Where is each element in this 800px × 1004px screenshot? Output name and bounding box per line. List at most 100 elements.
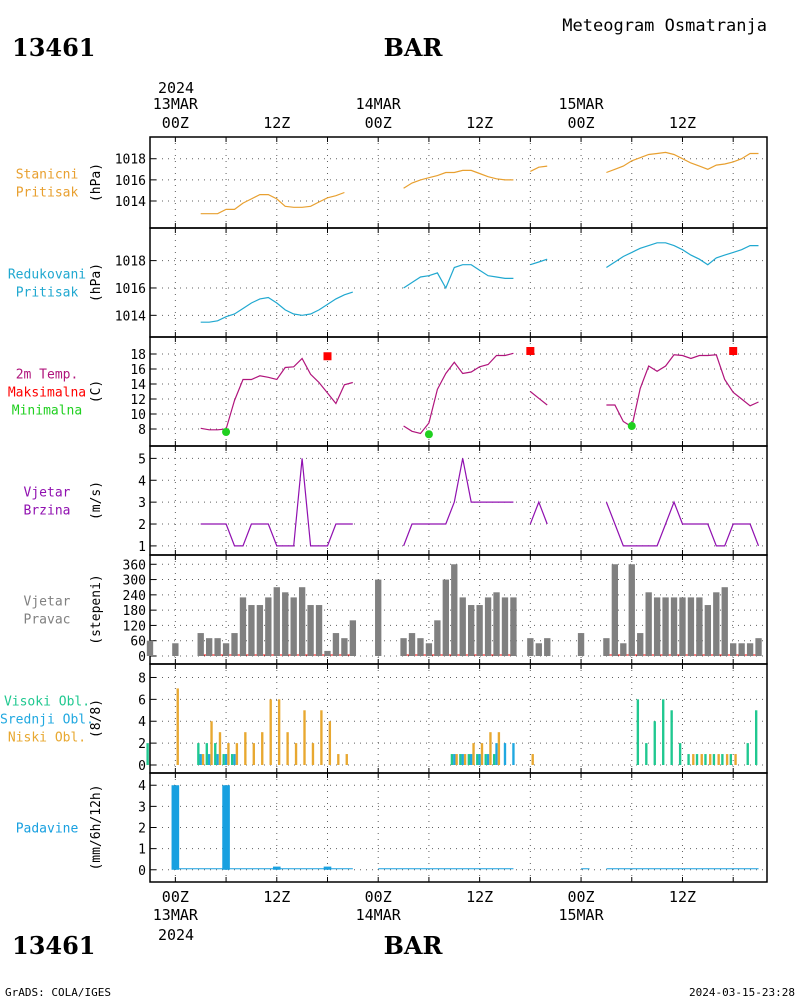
data-bar [653, 721, 656, 765]
y-axis-label: (stepeni) [89, 574, 104, 644]
top-tick-label-4: 00Z [568, 114, 595, 132]
data-bar [256, 605, 264, 656]
series-line [606, 242, 759, 269]
data-bar [503, 743, 507, 765]
y-tick-label: 0 [138, 759, 146, 774]
data-bar [486, 754, 490, 765]
panel-6: 0 1 2 3 4 (mm/6h/12h) Padavine [16, 772, 768, 883]
data-bar [328, 721, 332, 765]
panel-label-line: Srednji Obl. [0, 713, 94, 728]
data-bar [721, 754, 724, 765]
data-bar [692, 754, 695, 765]
station-id-bottom: 13461 [12, 931, 96, 960]
data-bar [450, 754, 454, 765]
y-tick-label: 1 [138, 843, 146, 858]
y-axis-label: (mm/6h/12h) [89, 784, 104, 870]
data-bar [577, 633, 585, 656]
data-bar [286, 732, 289, 765]
y-tick-label: 12 [130, 393, 146, 408]
data-bar [272, 866, 281, 870]
data-bar [746, 643, 754, 656]
y-tick-label: 1018 [115, 153, 146, 168]
data-bar [687, 754, 690, 765]
data-bar [459, 754, 462, 765]
y-tick-label: 4 [138, 474, 146, 489]
data-bar [244, 732, 247, 765]
data-bar [408, 633, 416, 656]
data-bar [670, 597, 678, 656]
bottom-day-label-2: 15MAR [558, 906, 604, 924]
data-bar [216, 754, 219, 765]
y-tick-label: 6 [138, 693, 146, 708]
footer-credit: GrADS: COLA/IGES [5, 986, 111, 999]
data-bar [478, 754, 481, 765]
data-bar [662, 597, 669, 656]
data-bar [282, 592, 289, 656]
data-bar [476, 754, 479, 765]
data-bar [199, 754, 202, 765]
y-tick-label: 0 [138, 650, 146, 665]
data-bar [754, 710, 758, 765]
bottom-tick-label-1: 12Z [263, 888, 290, 906]
data-bar [455, 754, 458, 765]
data-bar [678, 743, 682, 765]
panel-0: 1014 1016 1018 (hPa) Stanicni Pritisak [16, 136, 768, 229]
data-bar [307, 605, 314, 656]
data-bar [222, 643, 230, 656]
bottom-time-axis: 00Z 12Z 00Z 12Z 00Z 12Z 13MAR 14MAR 15MAR [153, 888, 696, 924]
series-line [606, 151, 759, 174]
data-bar [459, 597, 466, 656]
data-bar [501, 597, 509, 656]
y-tick-label: 1018 [115, 255, 146, 270]
data-bar [239, 597, 247, 656]
y-tick-label: 1016 [115, 174, 146, 189]
station-name-top: BAR [384, 33, 444, 62]
series-line [403, 458, 514, 547]
y-tick-label: 14 [130, 378, 146, 393]
y-tick-label: 4 [138, 715, 146, 730]
y-tick-label: 1016 [115, 282, 146, 297]
y-tick-label: 16 [130, 363, 146, 378]
panel-label-line: Minimalna [12, 404, 82, 419]
bottom-day-label-1: 14MAR [356, 906, 402, 924]
data-bar [497, 732, 501, 765]
y-tick-label: 360 [123, 558, 146, 573]
data-bar [337, 754, 340, 765]
station-id-top: 13461 [12, 33, 96, 62]
data-bar [636, 699, 640, 765]
data-bar [721, 587, 728, 656]
data-bar [679, 597, 686, 656]
y-axis-label: (C) [89, 380, 104, 403]
top-year: 2024 [158, 79, 194, 97]
y-tick-label: 300 [123, 574, 146, 589]
data-bar [324, 650, 331, 656]
y-tick-label: 2 [138, 737, 146, 752]
y-axis-label: (m/s) [89, 481, 104, 520]
y-tick-label: 18 [130, 348, 146, 363]
y-tick-label: 1014 [115, 309, 146, 324]
data-bar [197, 743, 200, 765]
data-bar [535, 643, 542, 656]
data-bar [527, 638, 534, 656]
data-bar [332, 633, 340, 656]
y-tick-label: 3 [138, 800, 146, 815]
tmax-marker [323, 352, 332, 361]
data-bar [512, 743, 515, 765]
series-line [530, 165, 548, 172]
top-day-label-1: 14MAR [356, 95, 402, 113]
y-tick-label: 1 [138, 540, 146, 555]
y-tick-label: 8 [138, 671, 146, 686]
panel-frame [149, 227, 768, 338]
y-tick-label: 120 [123, 619, 146, 634]
data-bar [231, 633, 238, 656]
y-tick-label: 8 [138, 423, 146, 438]
tmin-marker [222, 428, 231, 436]
data-bar [230, 754, 234, 765]
data-bar [746, 743, 749, 765]
data-bar [662, 699, 665, 765]
y-tick-label: 180 [123, 604, 146, 619]
data-bar [734, 754, 737, 765]
